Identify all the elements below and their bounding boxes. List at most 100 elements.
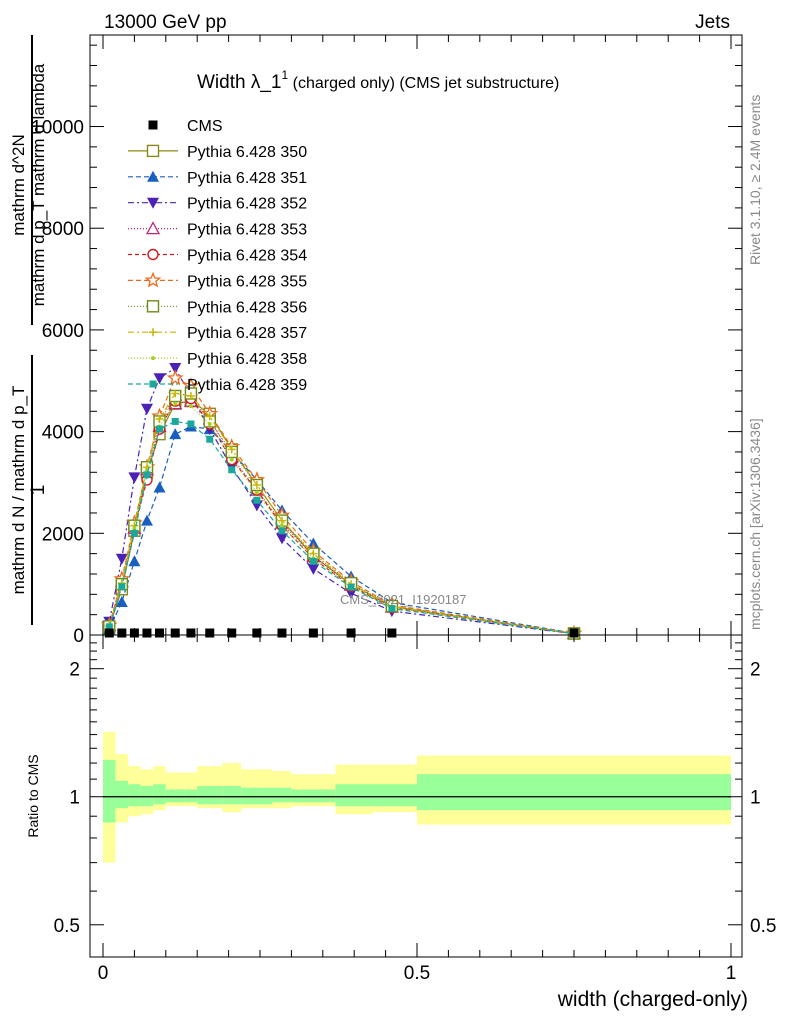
legend-marker [148,120,158,130]
series-line [108,420,575,635]
legend-label: Pythia 6.428 359 [187,377,307,394]
series-point [228,466,236,474]
legend-marker [145,221,161,235]
series-point [156,425,164,433]
series-point [128,555,141,567]
ratio-band-green [417,774,731,811]
cms-point [117,628,127,638]
header-left: 13000 GeV pp [104,12,227,33]
ratio-ytick-label: 0.5 [54,916,80,937]
series-point [130,529,138,537]
ratio-band-green [115,780,129,809]
series-point [206,435,214,443]
ylabel-line1: mathrm d^2N [9,134,28,236]
main-ylabel: 1 mathrm d N / mathrm d p_T mathrm d^2N … [9,35,49,625]
legend-label: CMS [187,118,223,135]
ratio-ytick-label: 1 [69,788,80,809]
series-point [169,428,182,440]
legend-marker [146,300,160,313]
legend-entry: Pythia 6.428 351 [128,170,307,187]
ratio-band-green [291,789,336,803]
cms-point [104,628,114,638]
main-ytick-label: 4000 [42,423,84,444]
cms-point [155,628,165,638]
ratio-axis-ticks: 0.5 0.5 1 1 2 2 0 0.5 1 [54,635,776,984]
plot-title-sub: (charged only) (CMS jet substructure) [288,75,559,92]
legend-marker [149,328,157,337]
series-point [155,414,164,423]
cms-data [104,628,579,638]
ratio-band-green [197,785,223,805]
ratio-xtick-label: 0 [98,963,109,984]
x-axis-label: width (charged-only) [557,988,748,1011]
legend-entry: Pythia 6.428 353 [128,221,307,239]
series-point [277,516,286,525]
series-point [115,553,128,565]
ratio-band-green [103,759,116,823]
legend-entry: Pythia 6.428 357 [128,325,307,342]
series-point [153,373,166,385]
series-point [143,471,151,479]
main-ytick-label: 0 [73,626,84,647]
legend-label: Pythia 6.428 353 [187,222,307,239]
legend-entry: Pythia 6.428 352 [128,196,307,213]
cms-point [129,628,139,638]
ratio-band-green [153,784,166,805]
ratio-frame [89,634,743,958]
cms-point [277,628,287,638]
plot-title: Width λ_11 (charged only) (CMS jet subst… [197,68,559,93]
ratio-band-green [373,784,417,807]
legend: CMS Pythia 6.428 350 Pythia 6.428 351 Pythi… [128,118,307,394]
ratio-band-green [184,789,198,803]
main-ytick-label: 6000 [42,321,84,342]
ratio-xtick-label: 1 [726,963,737,984]
series-point [229,457,234,462]
series-point [254,490,259,495]
cms-point [205,628,215,638]
legend-label: Pythia 6.428 356 [187,299,307,316]
series-point [309,549,318,558]
cms-point [186,628,196,638]
series-point [140,403,153,415]
series-point [171,389,180,398]
series-point [279,523,284,528]
series-point [166,369,184,386]
legend-marker [144,271,162,288]
legend-entry: Pythia 6.428 358 [128,351,307,368]
ylabel-line2: mathrm d p_T mathrm d lambda [29,63,48,306]
series-point [253,496,261,504]
series-point [186,392,195,401]
ratio-band-green [165,789,185,803]
legend-label: Pythia 6.428 357 [187,325,307,342]
main-ytick-label: 2000 [42,524,84,545]
series-line [108,392,575,635]
ratio-ytick-label-right: 1 [750,788,761,809]
legend-label: Pythia 6.428 351 [187,170,307,187]
series-point [207,421,212,426]
series-point [153,481,166,493]
series-point [227,445,236,454]
legend-label: Pythia 6.428 358 [187,351,307,368]
main-ytick-label: 10000 [31,118,84,139]
legend-label: Pythia 6.428 355 [187,273,307,290]
mcplots-label: mcplots.cern.ch [arXiv:1306.3436] [747,418,763,630]
series-point [115,595,128,607]
legend-label: Pythia 6.428 350 [187,144,307,161]
legend-label: Pythia 6.428 352 [187,196,307,213]
cms-point [252,628,262,638]
cms-point [170,628,180,638]
series-point [388,605,396,613]
legend-entry: Pythia 6.428 350 [128,144,307,161]
cms-point [142,628,152,638]
cms-point [227,628,237,638]
series-point [252,481,261,489]
main-ytick-label: 8000 [42,219,84,240]
series-point [173,401,178,406]
legend-entry: Pythia 6.428 355 [128,271,307,290]
analysis-watermark: CMS_2021_I1920187 [340,592,467,607]
ratio-panel: 0.5 0.5 1 1 2 2 0 0.5 1 [54,634,776,984]
plot-title-sup: 1 [281,68,288,82]
series-point [309,557,317,565]
series-point [140,514,153,526]
plot-title-main: Width λ_1 [197,72,281,93]
